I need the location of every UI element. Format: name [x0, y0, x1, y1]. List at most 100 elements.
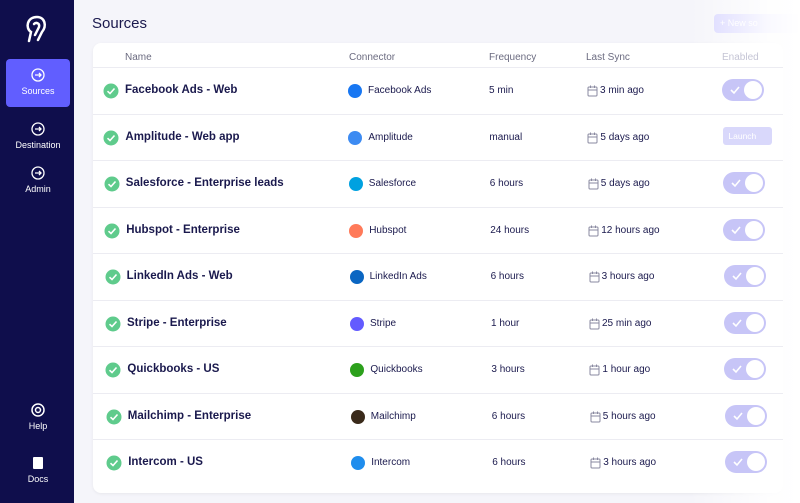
status-icon	[106, 455, 122, 471]
nav-item[interactable]: Docs	[6, 448, 70, 496]
toggle-knob	[746, 406, 765, 425]
nav-item[interactable]: Sources	[6, 59, 70, 107]
last-sync: 12 hours ago	[601, 224, 660, 236]
status-icon	[106, 409, 122, 424]
enable-toggle[interactable]	[722, 172, 765, 194]
nav-item[interactable]: Help	[6, 395, 70, 443]
status-icon	[103, 130, 119, 145]
column-header: Frequency	[489, 52, 537, 63]
connector-icon	[349, 223, 364, 238]
enable-toggle[interactable]	[724, 404, 767, 427]
table-row[interactable]: LinkedIn Ads - Web LinkedIn Ads 6 hours 3 h…	[93, 253, 783, 300]
source-name: Facebook Ads - Web	[125, 84, 238, 96]
nav-item[interactable]: Destination	[6, 113, 70, 161]
toggle-check	[731, 225, 741, 234]
calendar-icon	[590, 411, 601, 422]
toggle-knob	[746, 313, 764, 332]
frequency: 6 hours	[492, 457, 526, 468]
last-sync: 1 hour ago	[602, 364, 651, 375]
toggle-knob	[746, 360, 765, 378]
column-header: Last Sync	[586, 52, 630, 63]
nav-icon	[31, 122, 45, 136]
connector-icon	[351, 456, 366, 470]
toggle-knob	[747, 453, 766, 471]
table-row[interactable]: Stripe - Enterprise Stripe 1 hour 25 min ag…	[93, 299, 783, 347]
connector-name: Salesforce	[368, 178, 417, 189]
connector-icon	[348, 177, 363, 191]
source-name: Intercom - US	[128, 456, 203, 468]
column-header: Name	[125, 52, 152, 63]
nav-icon	[31, 166, 45, 180]
calendar-icon	[590, 457, 601, 469]
status-icon	[104, 223, 120, 238]
enable-toggle[interactable]	[723, 218, 766, 241]
frequency: 6 hours	[490, 271, 524, 282]
enable-toggle[interactable]	[724, 311, 766, 334]
enable-toggle[interactable]	[724, 358, 767, 380]
connector-icon	[350, 409, 365, 424]
frequency: 6 hours	[489, 178, 524, 189]
status-icon	[104, 176, 120, 192]
sidebar: Sources Destination Admin Help Docs	[0, 0, 74, 503]
calendar-icon	[588, 178, 599, 190]
last-sync: 3 min ago	[600, 85, 644, 96]
table-row[interactable]: Salesforce - Enterprise leads Salesforce 6…	[93, 160, 783, 207]
last-sync: 3 hours ago	[601, 271, 655, 282]
column-header: Enabled	[722, 52, 759, 63]
connector-name: Mailchimp	[370, 410, 416, 422]
frequency: 3 hours	[491, 364, 525, 375]
logo	[26, 15, 46, 43]
new-source-button[interactable]: + New so	[714, 14, 800, 33]
table-row[interactable]: Mailchimp - Enterprise Mailchimp 6 hours 5 …	[93, 392, 783, 440]
source-name: LinkedIn Ads - Web	[126, 270, 233, 282]
nav-label: Docs	[27, 474, 49, 484]
status-icon	[105, 269, 121, 285]
table-row[interactable]: Intercom - US Intercom 6 hours 3 hours ago	[93, 439, 783, 486]
connector-icon	[348, 130, 363, 145]
connector-icon	[350, 316, 364, 331]
toggle-check	[733, 411, 743, 420]
source-name: Stripe - Enterprise	[127, 316, 227, 329]
connector-name: Hubspot	[369, 224, 407, 236]
status-icon	[105, 362, 121, 378]
toggle-knob	[745, 220, 764, 239]
toggle-knob	[744, 174, 763, 192]
nav-item[interactable]: Admin	[6, 157, 70, 205]
nav-label: Admin	[25, 184, 51, 194]
toggle-check	[732, 365, 743, 374]
last-sync: 5 hours ago	[602, 410, 656, 422]
toggle-check	[730, 86, 740, 95]
launch-button[interactable]: Launch	[723, 126, 773, 145]
source-name: Salesforce - Enterprise leads	[125, 177, 284, 189]
connector-name: Amplitude	[368, 131, 413, 143]
table-row[interactable]: Facebook Ads - Web Facebook Ads 5 min 3 min…	[93, 67, 783, 114]
toggle-check	[732, 318, 742, 327]
calendar-icon	[589, 271, 600, 283]
source-name: Mailchimp - Enterprise	[127, 409, 252, 422]
calendar-icon	[589, 364, 600, 376]
last-sync: 5 days ago	[600, 178, 650, 189]
page-title: Sources	[92, 15, 148, 32]
enable-toggle[interactable]	[723, 265, 766, 287]
frequency: 6 hours	[491, 410, 526, 422]
connector-icon	[349, 270, 364, 284]
connector-icon	[348, 84, 362, 98]
nav-icon	[31, 68, 45, 82]
calendar-icon	[589, 318, 600, 329]
table-row[interactable]: Hubspot - Enterprise Hubspot 24 hours 12 ho…	[93, 206, 783, 254]
connector-name: Quickbooks	[370, 364, 423, 375]
toggle-knob	[744, 81, 762, 99]
table-row[interactable]: Amplitude - Web app Amplitude manual 5 days…	[93, 113, 783, 161]
last-sync: 5 days ago	[600, 131, 650, 143]
calendar-icon	[588, 225, 599, 236]
connector-icon	[350, 363, 365, 377]
last-sync: 3 hours ago	[603, 457, 657, 468]
frequency: 24 hours	[490, 224, 530, 236]
enable-toggle[interactable]	[722, 79, 764, 101]
connector-name: Facebook Ads	[368, 85, 432, 96]
toggle-knob	[745, 267, 764, 285]
table-row[interactable]: Quickbooks - US Quickbooks 3 hours 1 hour a…	[93, 346, 783, 393]
nav-label: Sources	[21, 86, 55, 96]
nav-label: Help	[28, 421, 48, 431]
enable-toggle[interactable]	[725, 451, 768, 473]
